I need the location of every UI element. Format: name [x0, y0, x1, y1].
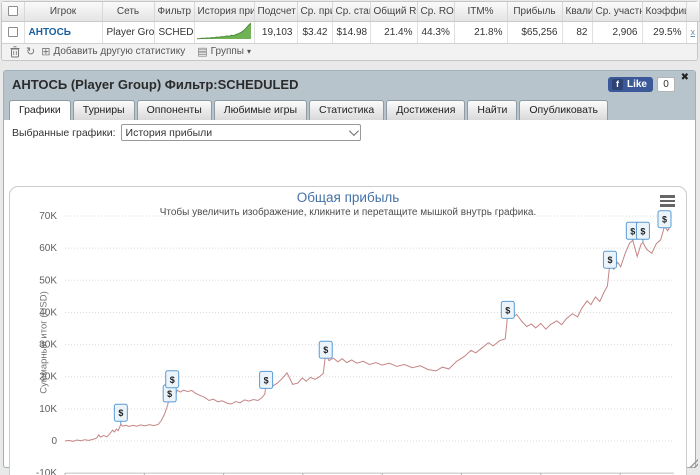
like-count: 0	[657, 76, 675, 92]
profit-chart[interactable]: -10K010K20K30K40K50K60K70K0k2.5k5k7.5k10…	[10, 187, 687, 475]
col-avg-stake[interactable]: Ср. ставк	[332, 2, 371, 22]
graph-select[interactable]: История прибыли	[120, 124, 361, 141]
svg-text:$: $	[607, 255, 612, 265]
col-profit[interactable]: Прибыль	[507, 2, 563, 22]
tab-graphs[interactable]: Графики	[9, 100, 71, 120]
network-cell: Player Group	[102, 21, 155, 43]
graph-select-label: Выбранные графики:	[12, 126, 116, 139]
col-player[interactable]: Игрок	[24, 2, 103, 22]
tab-tournaments[interactable]: Турниры	[72, 100, 135, 120]
panel-header: АНТОСЬ (Player Group) Фильтр:SCHEDULED f…	[4, 71, 695, 97]
svg-text:$: $	[505, 305, 510, 315]
col-avg-roi[interactable]: Ср. ROI	[417, 2, 455, 22]
avg-stake-cell: $14.98	[332, 21, 371, 43]
svg-text:50K: 50K	[39, 275, 57, 286]
hamburger-menu-icon[interactable]	[660, 195, 675, 209]
svg-text:60K: 60K	[39, 243, 57, 254]
svg-text:$: $	[630, 226, 635, 236]
col-ability[interactable]: Коэффицие	[642, 2, 687, 22]
avg-profit-cell: $3.42	[297, 21, 333, 43]
col-remove	[686, 2, 700, 22]
col-count[interactable]: Подсчет	[254, 2, 298, 22]
chart-container[interactable]: -10K010K20K30K40K50K60K70K0k2.5k5k7.5k10…	[9, 186, 687, 475]
total-roi-cell: 21.4%	[370, 21, 418, 43]
graph-select-value: История прибыли	[125, 126, 213, 139]
svg-text:40K: 40K	[39, 307, 57, 318]
svg-text:30K: 30K	[39, 340, 57, 351]
tab-publish[interactable]: Опубликовать	[519, 100, 609, 120]
avg-roi-cell: 44.3%	[417, 21, 455, 43]
col-qualifies[interactable]: Квалис	[562, 2, 593, 22]
table-row: АНТОСЬ Player Group SCHEDUL 19,103 $3.42…	[2, 21, 700, 43]
facebook-like: f Like 0	[607, 76, 675, 92]
avg-entrants-cell: 2,906	[592, 21, 643, 43]
row-checkbox[interactable]	[7, 26, 18, 37]
svg-text:$: $	[167, 389, 172, 399]
tab-achievements[interactable]: Достижения	[386, 100, 466, 120]
y-axis-title: Суммарный итог (USD)	[38, 291, 50, 394]
trash-icon[interactable]	[10, 45, 20, 58]
controls-row: Выбранные графики: История прибыли	[4, 120, 695, 143]
itm-cell: 21.8%	[454, 21, 508, 43]
tab-find[interactable]: Найти	[467, 100, 518, 120]
svg-text:$: $	[323, 345, 328, 355]
tabs-row: Графики Турниры Оппоненты Любимые игры С…	[4, 97, 695, 120]
col-avg-profit[interactable]: Ср. приб	[297, 2, 333, 22]
col-profit-history[interactable]: История приб	[194, 2, 255, 22]
resize-grip[interactable]	[689, 459, 698, 468]
stats-table: Игрок Сеть Фильтр История приб Подсчет С…	[2, 2, 700, 43]
chart-title: Общая прибыль	[296, 190, 400, 205]
add-statistic-icon: ⊞	[41, 45, 51, 58]
filter-cell: SCHEDUL	[154, 21, 195, 43]
sparkline-cell	[194, 21, 255, 43]
svg-text:$: $	[118, 408, 123, 418]
svg-text:-10K: -10K	[36, 468, 57, 475]
svg-text:$: $	[170, 375, 175, 385]
tab-opponents[interactable]: Оппоненты	[136, 100, 212, 120]
facebook-icon: f	[611, 78, 623, 90]
groups-button[interactable]: ▤ Группы ▾	[197, 46, 251, 57]
add-statistic-label: Добавить другую статистику	[53, 46, 186, 57]
panel-content: Выбранные графики: История прибыли -10K 0…	[4, 120, 695, 475]
player-panel: АНТОСЬ (Player Group) Фильтр:SCHEDULED f…	[3, 70, 696, 475]
select-all-checkbox[interactable]	[7, 6, 18, 17]
col-network[interactable]: Сеть	[102, 2, 155, 22]
select-all-header	[2, 2, 25, 22]
count-cell: 19,103	[254, 21, 298, 43]
col-filter[interactable]: Фильтр	[154, 2, 195, 22]
groups-icon: ▤	[197, 45, 208, 58]
svg-text:$: $	[264, 375, 269, 385]
ability-cell: 29.5%	[642, 21, 687, 43]
groups-label: Группы	[210, 46, 244, 57]
col-itm[interactable]: ITM%	[454, 2, 508, 22]
svg-text:$: $	[662, 215, 667, 225]
tab-favorite-games[interactable]: Любимые игры	[213, 100, 308, 120]
col-avg-entrants[interactable]: Ср. участни	[592, 2, 643, 22]
player-link[interactable]: АНТОСЬ	[28, 26, 72, 38]
svg-text:10K: 10K	[39, 404, 57, 415]
refresh-icon[interactable]: ↻	[26, 45, 36, 58]
chevron-down-icon	[348, 126, 359, 137]
chart-subtitle: Чтобы увеличить изображение, кликните и …	[159, 207, 537, 218]
col-total-roi[interactable]: Общий ROI	[370, 2, 418, 22]
panel-title: АНТОСЬ (Player Group) Фильтр:SCHEDULED	[12, 76, 299, 92]
groups-caret-icon: ▾	[246, 47, 251, 56]
svg-text:70K: 70K	[39, 211, 57, 222]
remove-row-link[interactable]: x	[690, 26, 696, 37]
close-icon[interactable]: ✖	[680, 72, 689, 83]
svg-text:20K: 20K	[39, 372, 57, 383]
svg-text:$: $	[640, 226, 645, 236]
profit-cell: $65,256	[507, 21, 563, 43]
svg-text:0: 0	[51, 436, 57, 447]
like-label: Like	[626, 78, 647, 90]
profit-sparkline	[196, 22, 252, 39]
add-statistic-button[interactable]: ⊞ Добавить другую статистику	[41, 46, 185, 57]
qualifies-cell: 82	[562, 21, 593, 43]
stats-toolbar: ↻ ⊞ Добавить другую статистику ▤ Группы …	[2, 42, 697, 60]
tab-statistics[interactable]: Статистика	[309, 100, 385, 120]
stats-block: Игрок Сеть Фильтр История приб Подсчет С…	[1, 1, 700, 61]
like-button[interactable]: f Like	[607, 76, 653, 92]
